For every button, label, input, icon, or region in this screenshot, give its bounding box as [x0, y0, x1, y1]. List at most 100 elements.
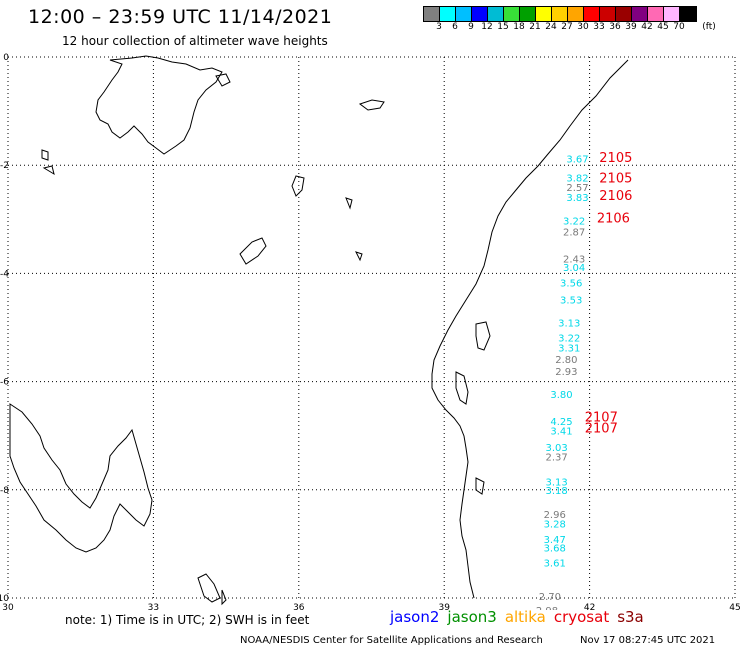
wave-height-value: 3.82 [566, 173, 588, 184]
wave-height-value: 3.53 [560, 296, 582, 307]
wave-height-value: 3.03 [546, 443, 568, 454]
island-d [239, 237, 267, 265]
orbit-rev-label: 2106 [597, 212, 630, 227]
color-scale-label: 15 [497, 22, 509, 32]
island-c [291, 175, 305, 197]
zanzibar-island [455, 371, 469, 405]
wave-height-value: 3.13 [546, 477, 568, 488]
color-scale-label: 30 [577, 22, 589, 32]
wave-height-value: 3.13 [558, 318, 580, 329]
color-swatch [552, 7, 568, 21]
island-e [345, 197, 353, 210]
color-swatch [664, 7, 680, 21]
mafia-island [475, 477, 485, 495]
orbit-rev-label: 2106 [599, 189, 632, 204]
legend-entry-cryosat: cryosat [553, 608, 610, 626]
color-swatch [680, 7, 696, 21]
color-scale-unit: (ft) [702, 22, 716, 32]
island-a [215, 73, 231, 87]
generation-timestamp: Nov 17 08:27:45 UTC 2021 [580, 635, 716, 646]
wave-height-value: 3.41 [550, 427, 572, 438]
wave-height-value: 3.80 [550, 390, 572, 401]
wave-height-value: 3.04 [563, 263, 585, 274]
orbit-rev-label: 2105 [599, 172, 632, 187]
legend-entry-jason3: jason3 [447, 608, 497, 626]
color-swatch [648, 7, 664, 21]
color-swatch [536, 7, 552, 21]
legend-entry-s3a: s3a [617, 608, 644, 626]
color-scale-label: 12 [481, 22, 493, 32]
axis-ticks: 30 33 36 39 42 45 0 -2 -4 -6 -8 -10 [0, 53, 740, 610]
color-swatch [568, 7, 584, 21]
color-scale-bar [423, 6, 697, 22]
y-tick-label: -6 [0, 378, 9, 388]
color-swatch [520, 7, 536, 21]
wave-height-value: 2.98 [536, 606, 558, 610]
color-swatch [424, 7, 440, 21]
color-scale-label: 27 [561, 22, 573, 32]
wave-height-value: 2.37 [546, 453, 568, 464]
island-g [41, 149, 49, 161]
wave-height-value: 3.56 [560, 278, 582, 289]
y-tick-label: -10 [0, 594, 9, 604]
wave-height-value: 3.68 [544, 543, 566, 554]
altimeter-observations: 3.673.822.573.833.222.872.433.043.563.53… [536, 154, 589, 610]
wave-height-value: 3.61 [544, 559, 566, 570]
x-tick-label: 42 [584, 603, 595, 610]
x-tick-label: 33 [148, 603, 159, 610]
color-scale-label: 33 [593, 22, 605, 32]
color-scale-label: 42 [641, 22, 653, 32]
color-scale-label: 3 [436, 22, 442, 32]
orbit-rev-label: 2107 [585, 411, 618, 426]
legend-entry-jason2: jason2 [390, 608, 440, 626]
wave-height-value: 3.31 [558, 343, 580, 354]
color-scale-label: 6 [452, 22, 458, 32]
island-b [358, 99, 385, 111]
wave-height-value: 3.83 [566, 193, 588, 204]
wave-height-value: 3.22 [563, 217, 585, 228]
x-tick-label: 36 [293, 603, 305, 610]
wave-height-value: 2.96 [544, 510, 566, 521]
map-grid [7, 56, 736, 599]
island-h [42, 165, 55, 176]
color-scale-label: 21 [529, 22, 541, 32]
wave-height-value: 3.22 [558, 334, 580, 345]
satellite-legend: jason2 jason3 altika cryosat s3a [390, 608, 652, 626]
pemba-island [475, 321, 491, 351]
color-scale-label: 45 [657, 22, 669, 32]
color-scale-label: 70 [673, 22, 685, 32]
wave-height-value: 3.67 [566, 154, 588, 165]
color-swatch [504, 7, 520, 21]
orbit-rev-label: 2107 [585, 421, 618, 436]
x-tick-label: 30 [2, 603, 14, 610]
lower-landmass-b [197, 573, 221, 603]
orbit-rev-label: 2105 [599, 151, 632, 166]
archipelago-outline [95, 55, 223, 155]
wave-height-value: 2.57 [566, 183, 588, 194]
y-tick-label: -2 [0, 161, 9, 171]
color-scale-label: 39 [625, 22, 637, 32]
y-tick-label: -4 [0, 269, 9, 279]
color-swatch [472, 7, 488, 21]
map-subtitle: 12 hour collection of altimeter wave hei… [62, 34, 328, 48]
footnote: note: 1) Time is in UTC; 2) SWH is in fe… [65, 613, 310, 627]
color-swatch [632, 7, 648, 21]
color-swatch [456, 7, 472, 21]
color-swatch [600, 7, 616, 21]
x-tick-label: 39 [438, 603, 450, 610]
x-tick-label: 45 [729, 603, 740, 610]
credit-line: NOAA/NESDIS Center for Satellite Applica… [240, 635, 543, 646]
wave-height-value: 4.25 [550, 417, 572, 428]
color-swatch [584, 7, 600, 21]
color-scale-label: 18 [513, 22, 525, 32]
lower-landmass-c [221, 589, 227, 606]
color-scale-label: 36 [609, 22, 621, 32]
wave-height-value: 3.28 [544, 520, 566, 531]
color-swatch [616, 7, 632, 21]
legend-entry-altika: altika [504, 608, 546, 626]
wave-height-value: 2.43 [563, 255, 585, 266]
wave-height-value: 2.93 [555, 367, 577, 378]
east-africa-coastline [431, 59, 629, 599]
color-scale-label: 24 [545, 22, 557, 32]
